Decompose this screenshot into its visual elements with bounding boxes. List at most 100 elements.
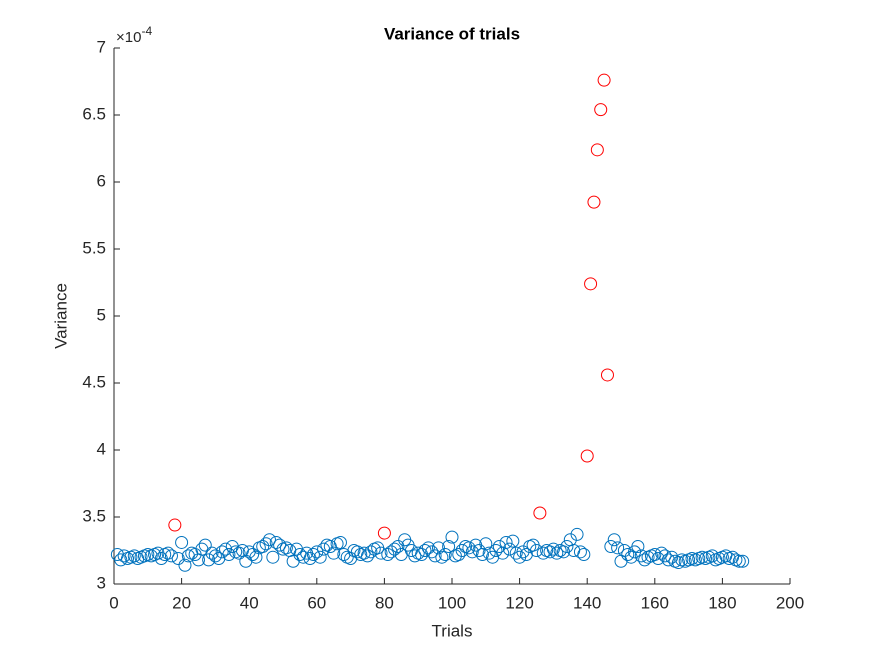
point — [472, 544, 486, 557]
point — [431, 541, 445, 555]
point — [736, 554, 750, 568]
point — [232, 546, 246, 560]
point — [374, 546, 388, 560]
point — [388, 542, 402, 556]
x-tick-label: 40 — [240, 593, 259, 612]
point — [161, 546, 175, 560]
point — [611, 541, 625, 555]
point — [732, 554, 746, 568]
point — [658, 549, 672, 563]
point — [573, 545, 587, 559]
x-tick-label: 60 — [307, 593, 326, 612]
point — [607, 533, 621, 547]
point — [638, 553, 652, 567]
point — [506, 534, 520, 548]
point — [266, 550, 280, 564]
point — [154, 552, 168, 566]
point — [546, 542, 560, 556]
point — [462, 541, 476, 555]
point — [171, 552, 185, 566]
point — [492, 539, 506, 553]
point — [621, 548, 635, 562]
x-tick-label: 200 — [776, 593, 804, 612]
y-tick-label: 4.5 — [82, 372, 106, 391]
y-exponent-label: ×10-4 — [116, 24, 152, 46]
point — [421, 541, 435, 555]
x-tick-label: 160 — [641, 593, 669, 612]
point — [600, 368, 614, 382]
point — [428, 549, 442, 563]
y-axis-label: Variance — [51, 283, 70, 349]
point — [296, 550, 310, 564]
point — [435, 550, 449, 564]
point — [208, 549, 222, 563]
point — [438, 548, 452, 562]
point — [425, 545, 439, 559]
point — [465, 545, 479, 559]
point — [597, 73, 611, 87]
point — [479, 537, 493, 551]
y-tick-label: 6 — [97, 171, 106, 190]
point — [127, 549, 141, 563]
point — [313, 550, 327, 564]
y-tick-label: 7 — [97, 37, 106, 56]
x-tick-label: 100 — [438, 593, 466, 612]
y-tick-label: 3.5 — [82, 506, 106, 525]
point — [442, 539, 456, 553]
point — [415, 548, 429, 562]
point — [117, 549, 131, 563]
point — [590, 143, 604, 157]
point — [333, 535, 347, 549]
point — [205, 546, 219, 560]
point — [175, 535, 189, 549]
x-tick-label: 120 — [505, 593, 533, 612]
point — [587, 195, 601, 209]
point — [178, 558, 192, 572]
point — [580, 449, 594, 463]
point — [631, 539, 645, 553]
point — [665, 550, 679, 564]
point — [222, 548, 236, 562]
point — [327, 546, 341, 560]
point — [381, 548, 395, 562]
point — [306, 548, 320, 562]
point — [114, 553, 128, 567]
point — [452, 548, 466, 562]
point — [502, 542, 516, 556]
y-multiplier: ×10 — [116, 29, 141, 46]
point — [164, 549, 178, 563]
x-axis-label: Trials — [432, 621, 473, 640]
point — [269, 535, 283, 549]
point — [168, 518, 182, 532]
point — [377, 526, 391, 540]
point — [455, 544, 469, 557]
point — [482, 546, 496, 560]
point — [516, 545, 530, 559]
chart-title: Variance of trials — [384, 24, 520, 43]
y-exponent: -4 — [141, 24, 152, 38]
point — [671, 556, 685, 570]
point — [361, 549, 374, 563]
point — [604, 539, 618, 553]
point — [594, 103, 608, 117]
point — [445, 530, 459, 544]
point — [273, 538, 287, 552]
point — [560, 539, 574, 553]
point — [550, 546, 564, 560]
y-tick-label: 4 — [97, 439, 106, 458]
point — [198, 538, 212, 552]
y-tick-label: 6.5 — [82, 104, 106, 123]
y-tick-label: 5.5 — [82, 238, 106, 257]
point — [533, 506, 547, 520]
point — [202, 553, 216, 567]
point — [303, 552, 317, 566]
point — [570, 527, 584, 541]
point — [489, 544, 503, 557]
x-tick-label: 140 — [573, 593, 601, 612]
point — [661, 553, 675, 567]
y-tick-label: 3 — [97, 573, 106, 592]
point — [246, 548, 260, 562]
point — [249, 550, 263, 564]
